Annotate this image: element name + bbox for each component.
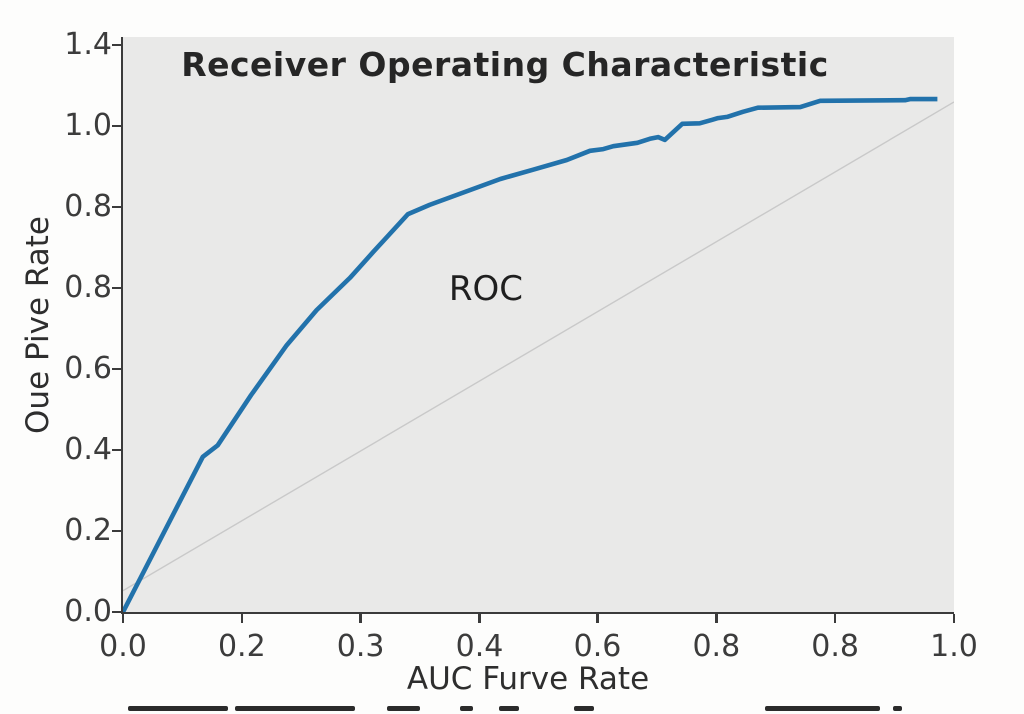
y-tick-mark	[112, 367, 121, 370]
cropped-text-artifact	[765, 706, 880, 711]
x-tick-mark	[121, 614, 125, 623]
x-tick-label: 0.8	[692, 629, 741, 664]
y-tick-mark	[112, 206, 121, 209]
cropped-text-artifact	[893, 706, 902, 711]
y-tick-label: 0.8	[64, 189, 112, 225]
x-tick-mark	[240, 614, 244, 623]
x-axis-label: AUC Furve Rate	[406, 661, 650, 697]
cropped-text-artifact	[574, 706, 594, 711]
x-tick-label: 0.6	[573, 629, 622, 664]
y-tick-label: 1.0	[64, 108, 112, 144]
y-tick-label: 0.6	[64, 350, 112, 386]
cropped-text-artifact	[235, 706, 355, 711]
x-tick-mark	[359, 614, 362, 623]
x-tick-mark	[715, 614, 718, 623]
cropped-text-artifact	[128, 706, 228, 711]
y-tick-label: 0.8	[64, 270, 112, 306]
y-tick-label: 0.4	[64, 431, 112, 467]
cropped-text-artifact	[499, 706, 519, 711]
y-tick-mark	[112, 287, 121, 290]
roc-curve-line	[123, 96, 938, 612]
x-tick-label: 0.8	[811, 629, 860, 664]
x-tick-mark	[478, 614, 481, 623]
y-tick-label: 0.2	[64, 512, 112, 548]
y-tick-mark	[112, 124, 121, 128]
cropped-text-artifact	[460, 706, 473, 711]
roc-annotation: ROC	[448, 269, 524, 309]
x-tick-label: 1.0	[930, 629, 978, 664]
x-axis-spine	[121, 611, 954, 614]
x-tick-label: 0.3	[336, 629, 385, 664]
y-tick-label: 1.4	[64, 27, 112, 63]
y-tick-mark	[112, 529, 121, 533]
x-tick-mark	[952, 614, 956, 623]
y-axis-spine	[121, 37, 124, 614]
x-tick-label: 0.2	[217, 629, 266, 664]
roc-curve-svg	[123, 96, 954, 612]
y-tick-mark	[112, 448, 121, 452]
y-tick-label: 0.0	[64, 594, 112, 629]
x-tick-label: 0.0	[99, 629, 147, 664]
y-tick-mark	[112, 610, 121, 614]
chart-title: Receiver Operating Characteristic	[181, 45, 829, 84]
chance-diagonal-line	[123, 101, 954, 592]
y-tick-mark	[112, 43, 121, 47]
cropped-text-artifact	[387, 706, 420, 711]
x-tick-mark	[596, 614, 599, 623]
x-tick-label: 0.4	[455, 629, 504, 664]
plot-area	[123, 37, 954, 612]
x-tick-mark	[833, 614, 837, 623]
